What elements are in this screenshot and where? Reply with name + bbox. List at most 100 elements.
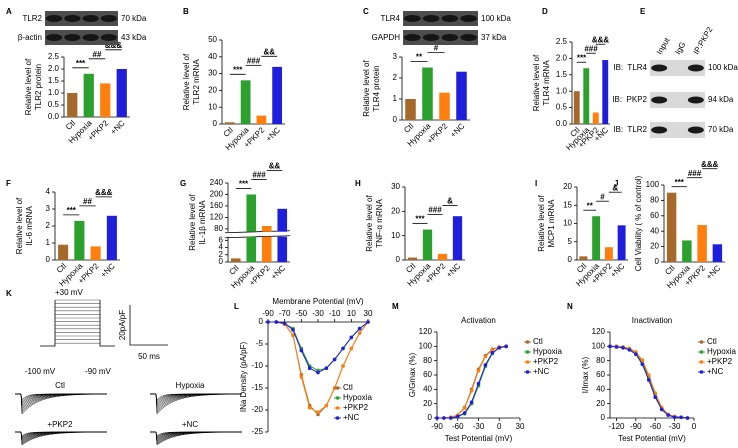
- y-tick-label: 0.5: [48, 100, 60, 109]
- bar: [277, 208, 288, 232]
- significance-label: &&: [269, 162, 281, 171]
- y-tick-label: 1.0: [556, 86, 568, 95]
- series-line: [437, 345, 507, 419]
- protocol-label: -90 mV: [85, 367, 111, 376]
- protocol-outline: [40, 300, 115, 347]
- series-line: [610, 345, 688, 419]
- y-tick-label: 120: [210, 212, 224, 221]
- series-marker: [274, 320, 279, 324]
- series-marker: [490, 348, 495, 352]
- y-tick-label: 0: [655, 257, 660, 266]
- panel-label: C: [363, 7, 369, 16]
- series-marker: [307, 366, 312, 371]
- bar: [583, 68, 590, 124]
- y-tick-label: 2: [393, 73, 398, 82]
- series-marker: [449, 416, 453, 420]
- scale-bar: [129, 305, 168, 346]
- x-axis-label: Test Potential (mV): [445, 434, 513, 443]
- significance-label: **: [587, 201, 594, 210]
- x-tick-label: -60: [452, 422, 464, 431]
- blot-band: [687, 126, 704, 134]
- significance-label: ***: [239, 180, 249, 189]
- blot-band: [441, 34, 459, 41]
- bar: [261, 236, 272, 262]
- legend-swatch: [699, 350, 704, 354]
- significance-label: &: [447, 197, 453, 206]
- legend-swatch: [525, 340, 530, 344]
- y-tick-label: -10: [251, 361, 263, 370]
- y-tick-label: -5: [256, 339, 264, 348]
- bar: [407, 257, 418, 260]
- blot-band: [460, 34, 477, 41]
- blot-strip: [45, 11, 118, 26]
- series-marker: [455, 414, 460, 419]
- panel-label: I: [535, 179, 537, 188]
- y-tick-label: 3: [46, 204, 51, 213]
- series-marker: [608, 344, 612, 349]
- y-tick-label: 2: [46, 221, 51, 230]
- y-axis-label: TLR4 protein: [372, 65, 381, 111]
- y-tick-label: 20: [423, 399, 432, 408]
- series-marker: [299, 348, 304, 353]
- series-marker: [634, 352, 638, 357]
- blot-strip: [45, 30, 118, 45]
- series-marker: [366, 320, 370, 324]
- bar: [422, 67, 433, 120]
- panel-label: A: [6, 7, 12, 16]
- y-tick-label: 100: [646, 180, 660, 189]
- legend-label: Ctl: [707, 337, 717, 346]
- panel-label: M: [392, 302, 399, 311]
- blot-band: [100, 34, 117, 41]
- legend-swatch: [525, 370, 530, 374]
- bar: [58, 244, 69, 260]
- blot-size: 100 kDa: [481, 14, 511, 23]
- y-tick-label: 240: [210, 178, 224, 187]
- x-tick-label: -30: [312, 309, 324, 318]
- legend-label: +NC: [533, 367, 549, 376]
- blot-label: IB: PKP2: [612, 95, 647, 104]
- bar: [682, 240, 692, 262]
- bar: [437, 253, 448, 260]
- x-tick-label: +NC: [609, 261, 627, 279]
- x-tick-label: +NC: [264, 125, 282, 143]
- x-tick-label: 30: [364, 309, 373, 318]
- series-marker: [640, 358, 645, 362]
- x-tick-label: -90: [630, 422, 642, 431]
- series-marker: [349, 346, 354, 351]
- blot-band: [651, 126, 668, 134]
- y-axis-label: Relative level of: [532, 54, 541, 111]
- y-tick-label: 0: [428, 413, 433, 422]
- bar: [604, 247, 613, 260]
- y-tick-label: 0: [219, 257, 224, 266]
- legend-label: +NC: [707, 367, 723, 376]
- lane-label: IgG: [673, 40, 687, 56]
- legend-label: Hypoxia: [533, 347, 562, 356]
- series-marker: [349, 335, 354, 340]
- panel-label: F: [6, 179, 11, 188]
- y-tick-label: 20: [596, 399, 605, 408]
- series-marker: [341, 346, 345, 351]
- y-axis-label: TLR2 mRNA: [192, 59, 201, 105]
- bar: [579, 256, 588, 260]
- series-marker: [627, 348, 632, 352]
- y-tick-label: 0: [393, 115, 398, 124]
- significance-label: #: [434, 44, 439, 53]
- lane-label: Input: [655, 35, 672, 56]
- y-tick-label: -20: [251, 405, 263, 414]
- y-tick-label: 40: [423, 384, 432, 393]
- series-marker: [646, 373, 651, 377]
- y-axis-label: Relative level of: [15, 197, 24, 254]
- series-marker: [332, 357, 337, 362]
- series-marker: [442, 416, 446, 420]
- bar: [697, 225, 707, 262]
- blot-strip: [650, 122, 705, 138]
- bar: [106, 215, 117, 260]
- blot-band: [687, 96, 704, 104]
- y-tick-label: 4: [46, 187, 51, 196]
- series-marker: [357, 331, 362, 335]
- significance-label: ***: [233, 65, 243, 74]
- y-tick-label: 30: [208, 69, 217, 78]
- blot-band: [64, 15, 81, 22]
- series-marker: [462, 406, 467, 410]
